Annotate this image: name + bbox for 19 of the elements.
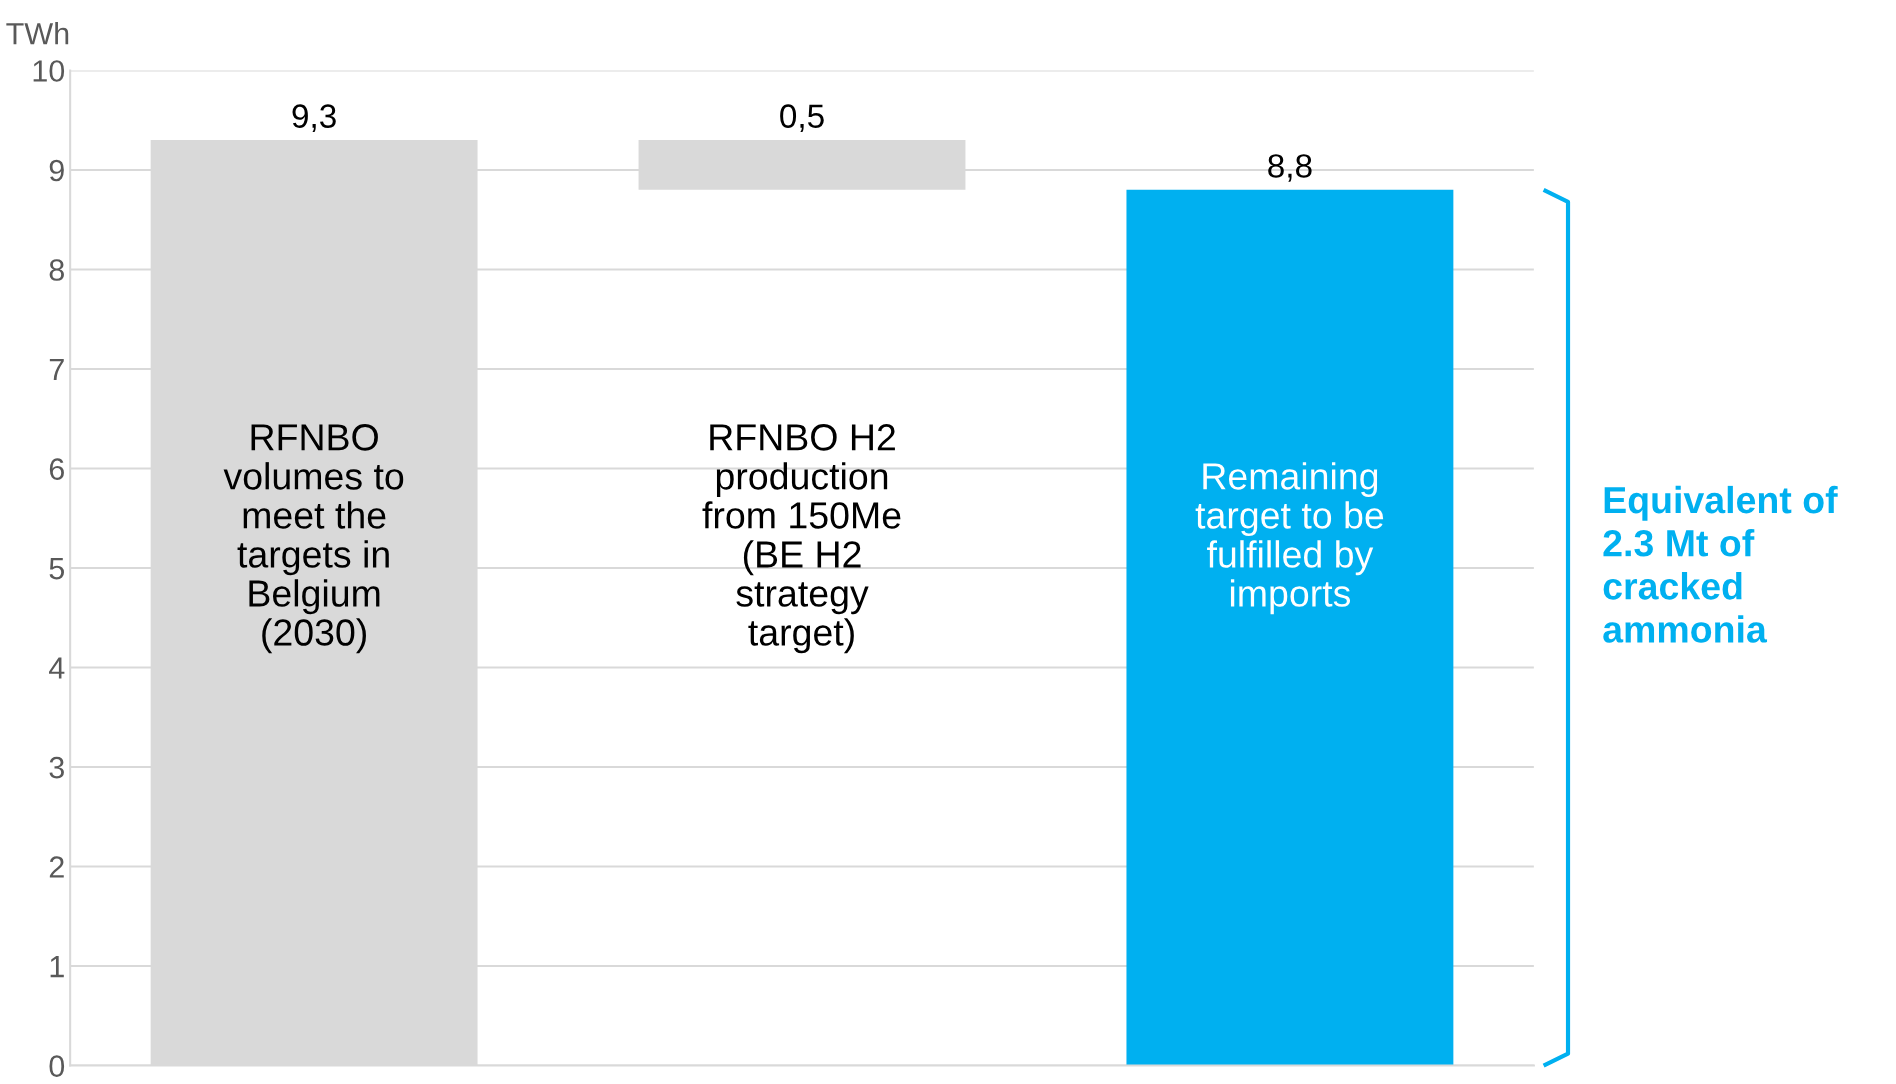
data-label: 8,8 — [1268, 154, 1312, 182]
y-tick-label: 2 — [49, 856, 64, 878]
x-tick-label: RFNBO volumes to meet the targets in Belgium (2030) — [223, 424, 404, 654]
text: Equivalent of 2.3 Mt of cracked ammonia — [1603, 485, 1838, 643]
y-tick-label: 10 — [33, 60, 65, 82]
data-label: 0,5 — [780, 104, 824, 132]
y-tick-label: 1 — [50, 956, 64, 978]
y-tick-label: 8 — [49, 259, 64, 281]
x-tick-label: Remaining target to be fulfilled by imports — [1195, 462, 1384, 615]
y-tick-label: 6 — [49, 458, 64, 480]
y-axis-title: TWh — [6, 22, 69, 45]
y-tick-label: 4 — [49, 657, 65, 679]
y-tick-label: 9 — [49, 159, 64, 182]
x-tick-label: RFNBO H2 production from 150Me (BE H2 strategy target) — [702, 424, 901, 654]
y-tick-label: 0 — [49, 1055, 65, 1077]
data-label: 9,3 — [292, 104, 336, 132]
y-tick-label: 7 — [49, 359, 64, 381]
y-tick-label: 3 — [49, 756, 64, 779]
y-tick-label: 5 — [49, 558, 65, 580]
